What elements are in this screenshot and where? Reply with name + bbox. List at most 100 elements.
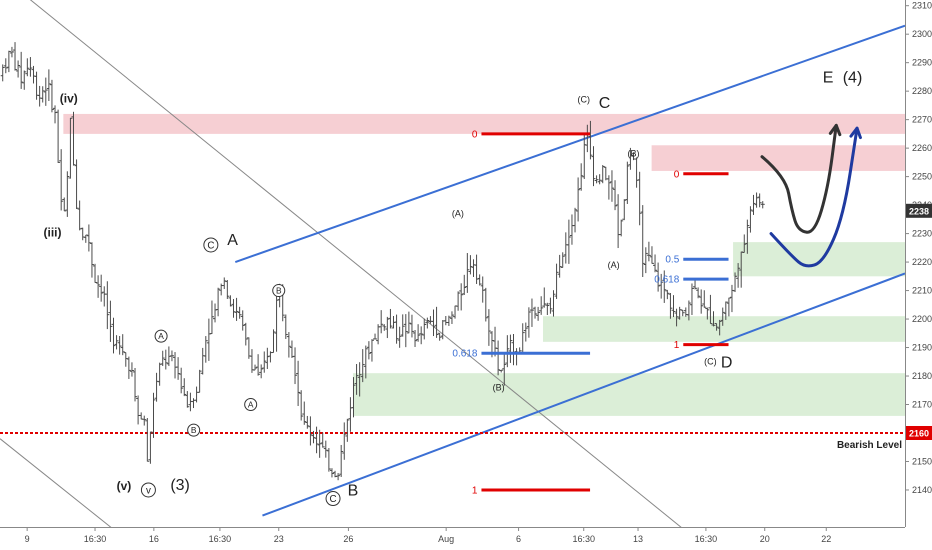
- ohlc-bar: [462, 274, 467, 295]
- ohlc-bar: [662, 270, 667, 303]
- ohlc-bar: [456, 291, 461, 311]
- gray-trendline-1: [0, 438, 112, 527]
- ohlc-bar: [43, 77, 48, 106]
- ohlc-bar: [114, 335, 119, 350]
- projection-arrowhead-0: [828, 123, 842, 137]
- ohlc-bar: [588, 120, 593, 160]
- ohlc-bar: [342, 422, 347, 460]
- circled-wave-label-3: A: [244, 398, 258, 412]
- ohlc-bar: [154, 372, 159, 402]
- wave-label-4: A: [227, 232, 238, 249]
- ohlc-bar: [68, 117, 73, 179]
- ohlc-bar: [53, 105, 58, 124]
- ohlc-bar: [234, 297, 239, 321]
- y-tick-label: 2140: [912, 485, 932, 495]
- ohlc-bar: [440, 320, 445, 340]
- ohlc-bar: [253, 364, 258, 371]
- ohlc-bar: [3, 58, 8, 74]
- ohlc-bar: [686, 300, 691, 321]
- ohlc-bar: [511, 333, 516, 366]
- ohlc-bar: [99, 274, 104, 302]
- ohlc-bar: [471, 259, 476, 277]
- ohlc-bar: [123, 352, 128, 367]
- x-tick-label: 16: [149, 534, 159, 544]
- price-scale-background: [905, 0, 932, 550]
- ohlc-bar: [477, 274, 482, 286]
- projection-path-1: [769, 126, 859, 268]
- ohlc-bar: [329, 468, 334, 478]
- ohlc-bar: [22, 70, 27, 90]
- ohlc-bar: [486, 309, 491, 346]
- ohlc-bar: [459, 283, 464, 311]
- wave-label-8: (C): [577, 95, 590, 105]
- ohlc-bar: [542, 287, 547, 308]
- ohlc-bar: [594, 175, 599, 184]
- ohlc-bar: [9, 46, 14, 58]
- y-tick-label: 2290: [912, 58, 932, 68]
- ohlc-bar: [708, 294, 713, 325]
- ohlc-bar: [46, 69, 51, 102]
- label-circle: [325, 491, 341, 507]
- wave-label-11: (A): [608, 260, 620, 270]
- y-tick-label: 2310: [912, 1, 932, 11]
- ohlc-bar: [419, 326, 424, 345]
- x-tick-label: 16:30: [695, 534, 718, 544]
- label-letter: B: [191, 425, 197, 435]
- ohlc-bar: [0, 64, 5, 82]
- support-zone-2: [733, 242, 905, 277]
- support-zone-3: [543, 316, 905, 342]
- ohlc-bar: [603, 166, 608, 181]
- ohlc-bar: [560, 252, 565, 268]
- ohlc-bar: [446, 315, 451, 326]
- ohlc-bar: [286, 332, 291, 358]
- fib-label-3: 0: [674, 169, 680, 180]
- ohlc-bar: [576, 177, 581, 222]
- ohlc-bar: [573, 207, 578, 233]
- wave-label-10: (B): [628, 149, 640, 159]
- ohlc-bar: [619, 219, 624, 237]
- ohlc-bar: [77, 200, 82, 231]
- ohlc-bar: [357, 362, 362, 397]
- ohlc-bar: [197, 369, 202, 393]
- ohlc-bar: [274, 295, 279, 352]
- current-price-label: 2238: [909, 206, 929, 216]
- ohlc-bar: [96, 275, 101, 298]
- y-tick-label: 2210: [912, 286, 932, 296]
- ohlc-bar: [689, 283, 694, 315]
- ohlc-bar: [637, 171, 642, 226]
- ohlc-bar: [726, 297, 731, 317]
- ohlc-bar: [536, 306, 541, 321]
- wave-label-9: C: [599, 95, 611, 112]
- ohlc-bar: [533, 306, 538, 319]
- fib-label-1: 0.618: [452, 349, 477, 360]
- ohlc-bar: [314, 426, 319, 454]
- ohlc-bar: [360, 349, 365, 383]
- ohlc-bar: [557, 254, 562, 278]
- y-tick-label: 2270: [912, 115, 932, 125]
- ohlc-bar: [6, 50, 11, 73]
- ohlc-bar: [483, 287, 488, 322]
- ohlc-bar: [256, 354, 261, 376]
- support-zone-4: [352, 373, 905, 416]
- ohlc-bar: [59, 149, 64, 211]
- ohlc-bar: [409, 314, 414, 338]
- ohlc-bar: [151, 392, 156, 438]
- ohlc-bar: [145, 418, 150, 462]
- ohlc-bar: [733, 272, 738, 293]
- ohlc-bar: [613, 180, 618, 211]
- ohlc-bar: [520, 323, 525, 354]
- ohlc-bar: [711, 311, 716, 327]
- ohlc-bar: [37, 85, 42, 107]
- wave-label-1: (iii): [43, 225, 61, 239]
- ohlc-bar: [385, 316, 390, 339]
- ohlc-bar: [431, 309, 436, 337]
- y-tick-label: 2180: [912, 371, 932, 381]
- time-scale-background: [0, 527, 932, 550]
- ohlc-bar: [665, 289, 670, 300]
- label-letter: A: [248, 400, 254, 410]
- ohlc-bar: [579, 163, 584, 191]
- ohlc-bar: [702, 290, 707, 308]
- ohlc-bar: [74, 159, 79, 209]
- ohlc-bar: [351, 377, 356, 418]
